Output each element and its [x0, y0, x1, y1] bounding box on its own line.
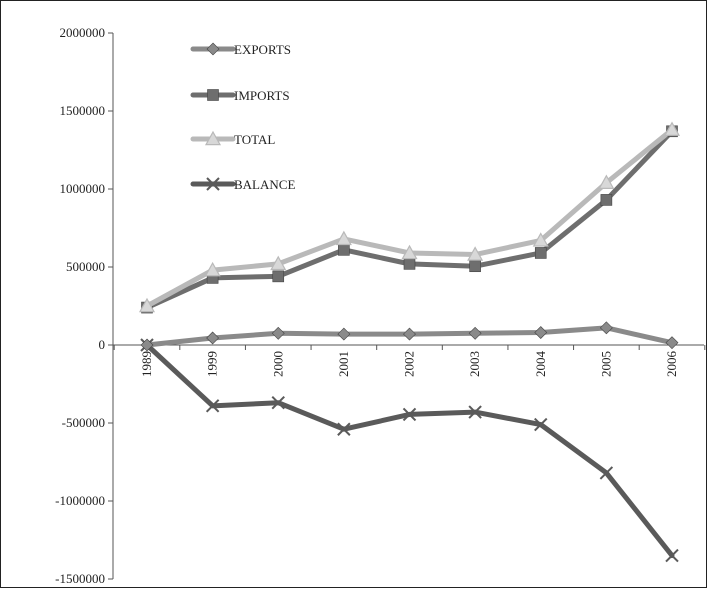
y-tick-label: 2000000	[60, 25, 106, 40]
total-point	[598, 174, 615, 189]
legend-label-total: TOTAL	[234, 132, 275, 147]
y-tick-label: -500000	[62, 415, 105, 430]
imports-point	[403, 258, 416, 270]
axes: -1500000 -1000000 -500000 0 500000 1000000 150…	[55, 25, 706, 586]
exports-point	[403, 327, 416, 341]
exports-point	[140, 338, 154, 352]
balance-point	[534, 417, 548, 432]
legend-label-imports: IMPORTS	[234, 88, 290, 103]
x-tick-label: 1989	[139, 351, 154, 377]
exports-point	[534, 326, 548, 339]
legend-label-exports: EXPORTS	[234, 42, 291, 57]
imports-point	[272, 270, 285, 283]
x-tick-label: 1999	[205, 351, 220, 377]
exports-point	[665, 336, 679, 350]
balance-point	[468, 405, 482, 419]
total-point	[401, 244, 418, 260]
balance-point	[599, 466, 614, 480]
total-point	[204, 261, 221, 277]
balance-point	[271, 396, 285, 410]
x-tick-label: 2001	[336, 351, 351, 377]
imports-series-line	[144, 128, 675, 311]
total-point	[138, 297, 156, 313]
y-tick-label: 500000	[66, 259, 105, 274]
balance-point	[337, 422, 351, 436]
exports-point	[599, 321, 613, 335]
y-tick-label: -1000000	[55, 493, 105, 508]
y-tick-label: -1500000	[55, 571, 105, 586]
balance-point	[402, 407, 417, 422]
balance-point	[665, 548, 679, 563]
total-point	[532, 232, 549, 247]
legend-label-balance: BALANCE	[234, 177, 295, 192]
x-tick-label: 2000	[270, 351, 285, 377]
legend-item-total: TOTAL	[190, 130, 275, 147]
y-tick-label: 1000000	[60, 181, 106, 196]
x-tick-label: 2004	[533, 351, 548, 378]
imports-point	[600, 194, 613, 206]
total-point	[335, 230, 352, 246]
imports-point	[338, 244, 350, 256]
y-tick-label: 1500000	[60, 103, 106, 118]
legend-marker-total	[204, 130, 222, 146]
balance-point	[205, 399, 220, 413]
legend-marker-exports	[206, 42, 220, 56]
exports-point	[271, 326, 285, 340]
exports-point	[206, 331, 220, 345]
legend-item-imports: IMPORTS	[190, 88, 290, 103]
legend-marker-imports	[207, 89, 219, 101]
y-tick-label: 0	[99, 337, 106, 352]
legend-item-balance: BALANCE	[190, 177, 295, 192]
x-tick-label: 2006	[664, 351, 679, 378]
legend: EXPORTS IMPORTS TOTAL BALANCE	[190, 42, 295, 192]
x-tick-label: 2002	[402, 351, 417, 377]
exports-point	[468, 326, 482, 340]
imports-point	[534, 247, 547, 259]
legend-item-exports: EXPORTS	[190, 42, 291, 57]
series-lines	[138, 121, 681, 563]
total-point	[467, 246, 484, 261]
imports-point	[469, 260, 481, 273]
x-tick-label: 2005	[598, 351, 613, 377]
total-point	[663, 121, 681, 136]
legend-marker-balance	[206, 177, 220, 191]
total-point	[270, 255, 287, 271]
exports-point	[337, 327, 351, 341]
x-tick-label: 2003	[467, 351, 482, 377]
